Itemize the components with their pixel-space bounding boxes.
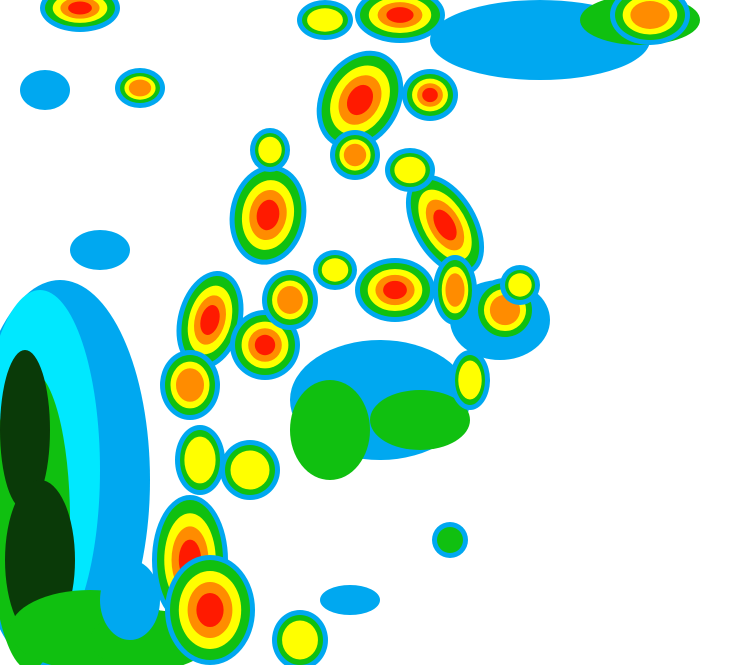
storm-cells-layer [40, 0, 690, 665]
storm-orange-zone [445, 273, 465, 307]
storm-yellow-zone [394, 156, 426, 184]
storm-yellow-zone [282, 620, 318, 660]
precip-area [0, 350, 50, 510]
storm-yellow-zone [508, 273, 532, 297]
storm-orange-zone [277, 286, 303, 314]
storm-green-zone [437, 527, 463, 553]
storm-red-zone [68, 1, 92, 15]
storm-red-zone [200, 305, 220, 335]
precip-area [370, 390, 470, 450]
storm-red-zone [383, 280, 407, 300]
storm-yellow-zone [258, 136, 282, 164]
storm-red-zone [346, 84, 374, 116]
storm-yellow-zone [307, 8, 343, 32]
precip-area [20, 70, 70, 110]
storm-red-zone [196, 593, 224, 627]
storm-red-zone [256, 199, 280, 231]
storm-orange-zone [630, 1, 670, 29]
storm-red-zone [386, 7, 414, 23]
storm-yellow-zone [458, 360, 482, 400]
storm-red-zone [433, 209, 457, 241]
precip-area [320, 585, 380, 615]
storm-red-zone [254, 334, 276, 356]
storm-yellow-zone [321, 258, 349, 282]
storm-orange-zone [343, 143, 367, 167]
storm-yellow-zone [184, 436, 216, 484]
precip-area [290, 380, 370, 480]
precip-area [70, 230, 130, 270]
storm-orange-zone [176, 368, 204, 402]
storm-yellow-zone [230, 450, 270, 490]
precip-area [100, 560, 160, 640]
storm-red-zone [422, 87, 438, 103]
storm-orange-zone [128, 79, 152, 97]
